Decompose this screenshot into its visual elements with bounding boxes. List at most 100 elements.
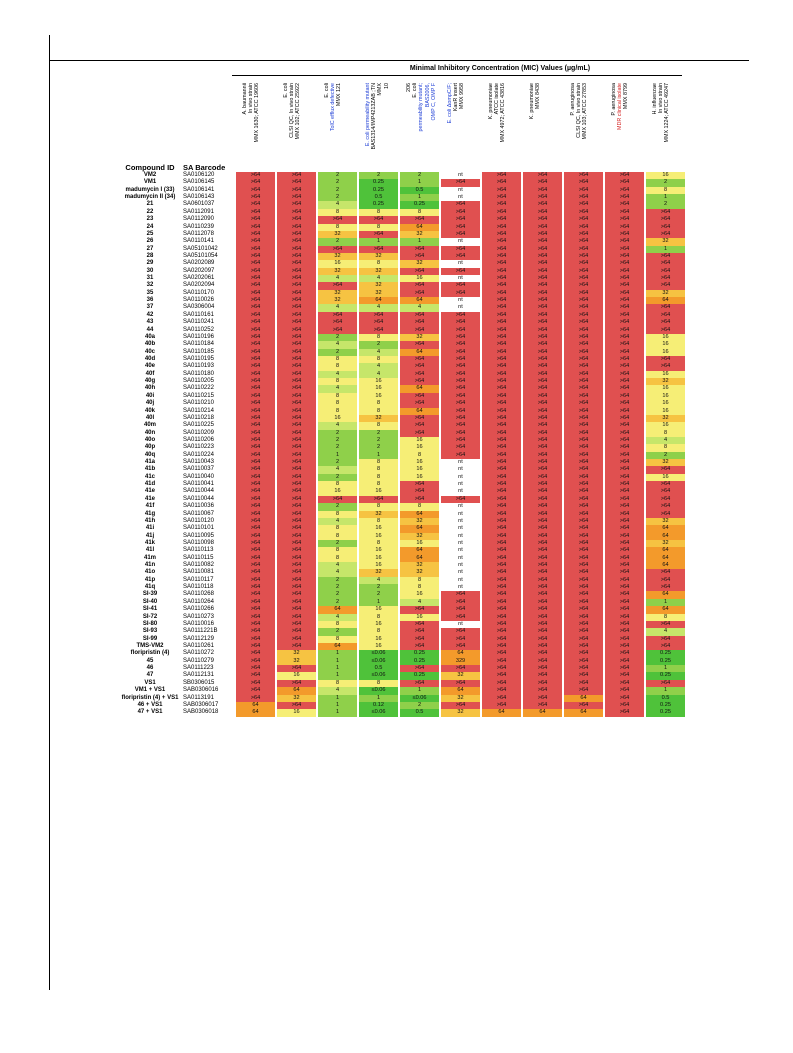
- mic-value-cell: >64: [236, 311, 275, 320]
- mic-value-cell: >64: [236, 172, 275, 180]
- mic-value-cell: >64: [441, 363, 480, 371]
- mic-value-cell: >64: [359, 245, 398, 253]
- mic-value-cell: >64: [564, 223, 603, 231]
- compound-id-cell: SI-80: [142, 620, 158, 627]
- mic-value-cell: >64: [605, 238, 644, 246]
- compound-id-cell: 41h: [144, 517, 156, 524]
- mic-value-cell: >64: [236, 179, 275, 187]
- mic-value-cell: >64: [236, 576, 275, 585]
- mic-value-cell: 32: [359, 282, 398, 290]
- mic-value-cell: >64: [605, 319, 644, 327]
- mic-value-cell: ≤0.06: [359, 687, 398, 695]
- compound-id-cell: 27: [146, 245, 154, 252]
- mic-value-cell: >64: [646, 643, 685, 651]
- mic-value-cell: >64: [605, 172, 644, 180]
- column-header-line: OMP C, OMP F: [430, 83, 437, 121]
- mic-value-cell: 8: [359, 539, 398, 548]
- mic-value-cell: 0.25: [646, 657, 685, 666]
- mic-value-cell: >64: [277, 252, 316, 261]
- mic-value-cell: >64: [523, 525, 562, 533]
- mic-value-cell: 0.5: [359, 665, 398, 673]
- mic-value-cell: >64: [523, 311, 562, 320]
- mic-value-cell: >64: [482, 414, 521, 423]
- mic-value-cell: >64: [277, 392, 316, 401]
- compound-id-cell: SI-93: [142, 628, 158, 635]
- mic-value-cell: >64: [277, 201, 316, 209]
- mic-value-cell: >64: [523, 643, 562, 651]
- mic-value-cell: >64: [523, 532, 562, 540]
- mic-value-cell: 1: [318, 709, 357, 717]
- mic-value-cell: >64: [236, 245, 275, 253]
- mic-value-cell: >64: [605, 230, 644, 239]
- mic-value-cell: 1: [646, 598, 685, 607]
- mic-value-cell: 8: [359, 208, 398, 217]
- mic-value-cell: 2: [359, 444, 398, 452]
- mic-value-cell: >64: [482, 216, 521, 224]
- mic-value-cell: >64: [523, 378, 562, 386]
- mic-value-cell: 16: [359, 643, 398, 651]
- mic-value-cell: >64: [236, 407, 275, 415]
- sa-barcode-cell: SA0110041: [183, 481, 214, 488]
- mic-value-cell: >64: [605, 275, 644, 283]
- mic-value-cell: >64: [523, 650, 562, 658]
- mic-value-cell: >64: [605, 584, 644, 592]
- mic-value-cell: >64: [441, 422, 480, 430]
- mic-value-cell: >64: [605, 444, 644, 452]
- sa-barcode-cell: SA0112129: [183, 635, 214, 642]
- sa-barcode-cell: SA0202089: [183, 260, 215, 267]
- mic-value-cell: >64: [400, 488, 439, 496]
- compound-id-cell: 32: [146, 282, 154, 289]
- column-header-text: 206 E. coli permeability mutant; BAS2006, OM…: [406, 83, 446, 163]
- mic-value-cell: 16: [359, 606, 398, 614]
- mic-value-cell: >64: [605, 665, 644, 673]
- mic-value-cell: >64: [605, 422, 644, 430]
- mic-value-cell: >64: [605, 304, 644, 312]
- mic-value-cell: >64: [646, 481, 685, 489]
- compound-id-cell: SI-39: [142, 591, 158, 598]
- mic-value-cell: 16: [400, 459, 439, 467]
- sa-barcode-cell: SA0110196: [183, 333, 214, 340]
- mic-value-cell: >64: [277, 319, 316, 327]
- mic-value-cell: >64: [605, 414, 644, 423]
- mic-value-cell: 8: [359, 223, 398, 231]
- mic-value-cell: >64: [646, 230, 685, 239]
- compound-id-cell: 44: [146, 326, 154, 333]
- mic-value-cell: >64: [646, 363, 685, 371]
- mic-value-cell: >64: [605, 672, 644, 680]
- mic-value-cell: >64: [236, 569, 275, 577]
- mic-value-cell: 32: [318, 252, 357, 261]
- mic-value-cell: 64: [400, 348, 439, 356]
- mic-value-cell: 4: [318, 370, 357, 379]
- mic-value-cell: >64: [523, 179, 562, 187]
- mic-value-cell: 16: [400, 436, 439, 445]
- mic-value-cell: >64: [277, 451, 316, 460]
- mic-value-cell: >64: [605, 378, 644, 386]
- mic-value-cell: >64: [236, 194, 275, 202]
- mic-value-cell: >64: [482, 230, 521, 239]
- mic-value-cell: >64: [564, 466, 603, 474]
- column-header-line: MMX 103; ATCC 27853: [582, 83, 589, 140]
- mic-value-cell: >64: [482, 201, 521, 209]
- mic-value-cell: >64: [236, 584, 275, 592]
- mic-value-cell: >64: [236, 598, 275, 607]
- mic-value-cell: 16: [318, 488, 357, 496]
- compound-id-cell: 41q: [144, 584, 156, 591]
- column-header-line: 10: [383, 83, 390, 89]
- mic-value-cell: >64: [605, 620, 644, 629]
- mic-value-cell: >64: [523, 591, 562, 599]
- mic-value-cell: >64: [400, 355, 439, 364]
- mic-value-cell: 8: [318, 554, 357, 563]
- mic-value-cell: >64: [605, 436, 644, 445]
- mic-value-cell: >64: [482, 569, 521, 577]
- mic-value-cell: 8: [359, 481, 398, 489]
- mic-value-cell: >64: [277, 311, 316, 320]
- mic-value-cell: >64: [236, 326, 275, 334]
- mic-value-cell: 32: [646, 517, 685, 526]
- sa-barcode-cell: SA0110241: [183, 319, 214, 326]
- mic-value-cell: >64: [523, 665, 562, 673]
- sa-barcode-cell: SA0110036: [183, 503, 214, 510]
- mic-value-cell: >64: [236, 459, 275, 467]
- mic-value-cell: >64: [236, 672, 275, 680]
- mic-value-cell: >64: [523, 422, 562, 430]
- sa-barcode-cell: SA0110141: [183, 238, 214, 245]
